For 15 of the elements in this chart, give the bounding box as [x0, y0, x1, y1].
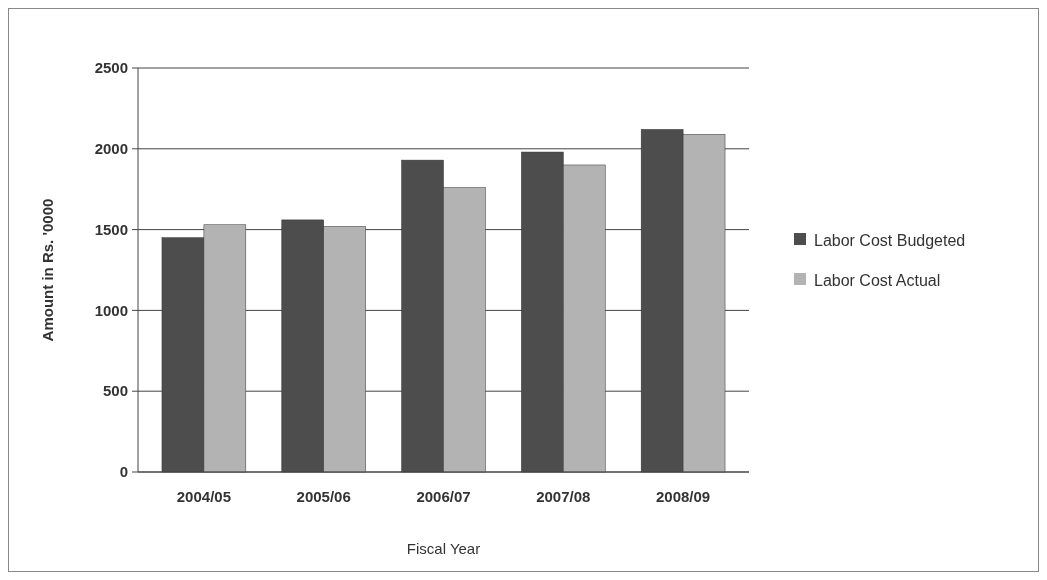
x-tick-label: 2006/07	[416, 488, 471, 505]
legend-label: Labor Cost Actual	[814, 271, 941, 289]
x-tick-label: 2005/06	[296, 488, 351, 505]
legend-label: Labor Cost Budgeted	[814, 231, 966, 249]
y-tick-label: 1500	[94, 220, 128, 238]
y-tick-label: 0	[119, 463, 128, 481]
y-tick-label: 1000	[94, 301, 128, 319]
x-tick-label: 2008/09	[655, 488, 711, 505]
x-tick-label: 2004/05	[176, 488, 232, 505]
y-axis-title: Amount in Rs. '0000	[39, 198, 56, 342]
y-tick-label: 2000	[94, 140, 128, 158]
y-tick-label: 500	[102, 382, 128, 400]
y-tick-label: 2500	[94, 59, 128, 77]
x-tick-label: 2007/08	[536, 488, 591, 505]
x-axis-title: Fiscal Year	[406, 540, 481, 557]
